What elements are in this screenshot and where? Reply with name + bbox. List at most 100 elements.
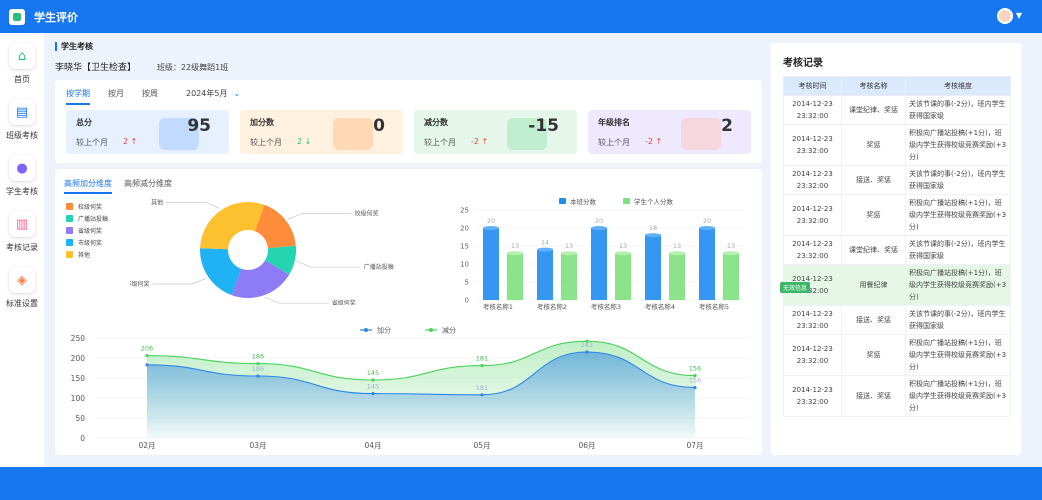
pie-slice[interactable]	[200, 202, 265, 250]
bar-chart: 0 5 10 15 20 25 本班分数 学生个人分数 20 13 考核名称1 14 13 考核名称2 20…	[460, 197, 745, 311]
sidebar-item-label: 考核记录	[6, 243, 38, 252]
pie-slice[interactable]	[254, 204, 296, 249]
bar[interactable]	[507, 251, 523, 300]
app-logo-icon	[9, 8, 25, 25]
sidebar-item-4[interactable]: ◈ 标准设置	[0, 267, 44, 309]
record-time: 2014-12-23 23:32:00	[783, 375, 842, 417]
chevron-down-icon[interactable]: ▼	[1015, 11, 1022, 20]
card-sub: 较上个月	[76, 138, 108, 147]
card-illustration-icon	[507, 118, 547, 150]
bar[interactable]	[699, 226, 715, 300]
record-dimension: 积极向广播站投稿(+1分)，班级内学生获得校级竞赛奖励(+3分)	[905, 194, 1011, 236]
data-point[interactable]	[371, 378, 375, 382]
area-chart: 0 50 100 150 200 250 206 186 145 181 156 186 145 181 2…	[71, 326, 750, 450]
data-point[interactable]	[480, 393, 484, 397]
card-label: 减分数	[424, 118, 448, 127]
sidebar-item-0[interactable]: ⌂ 首页	[0, 43, 44, 85]
table-row[interactable]: 2014-12-23 23:32:00 奖惩 积极向广播站投稿(+1分)，班级内学生…	[783, 124, 1011, 166]
stat-card: 总分 95 较上个月 2 ↑	[66, 110, 229, 154]
bar[interactable]	[483, 226, 499, 300]
table-row[interactable]: 2014-12-23 23:32:00 用餐纪律 积极向广播站投稿(+1分)，班级内…	[783, 264, 1011, 306]
record-time: 2014-12-23 23:32:00	[783, 124, 842, 166]
legend-marker	[364, 328, 368, 332]
bar[interactable]	[615, 251, 631, 300]
record-time: 2014-12-23 23:32:00	[783, 194, 842, 236]
pie-callout-line	[287, 213, 352, 220]
data-point[interactable]	[585, 339, 589, 343]
month-select[interactable]: 2024年5月 ⌄	[186, 88, 240, 99]
record-dimension: 积极向广播站投稿(+1分)，班级内学生获得校级竞赛奖励(+3分)	[905, 264, 1011, 306]
data-point[interactable]	[256, 362, 260, 366]
data-point[interactable]	[693, 386, 697, 390]
pie-callout-line	[296, 260, 361, 268]
data-point[interactable]	[693, 374, 697, 378]
legend-entry: 市级何奖	[66, 236, 108, 248]
records-title: 考核记录	[783, 58, 823, 69]
table-row[interactable]: 2014-12-23 23:32:00 课堂纪律、奖惩 关该节课的事(-2分)，班内…	[783, 235, 1011, 265]
pie-slice[interactable]	[231, 260, 290, 298]
subtab-1[interactable]: 高频减分维度	[124, 179, 172, 188]
data-point[interactable]	[145, 363, 149, 367]
bar[interactable]	[561, 251, 577, 300]
x-tick-label: 考核名称4	[645, 302, 675, 311]
pie-slice[interactable]	[200, 248, 242, 296]
record-dimension: 关该节课的事(-2分)，班内学生获得国家级	[905, 95, 1011, 125]
bar[interactable]	[723, 251, 739, 300]
table-row[interactable]: 2014-12-23 23:32:00 奖惩 积极向广播站投稿(+1分)，班级内学生…	[783, 334, 1011, 376]
tab-0[interactable]: 按学期	[66, 88, 90, 105]
sidebar-item-label: 学生考核	[6, 187, 38, 196]
data-point[interactable]	[256, 374, 260, 378]
tab-2[interactable]: 按周	[142, 89, 158, 98]
card-value: -15	[528, 116, 559, 136]
y-tick-label: 0	[465, 297, 469, 305]
table-row[interactable]: 2014-12-23 23:32:00 接送、奖惩 关该节课的事(-2分)，班内学生…	[783, 165, 1011, 195]
pie-slice[interactable]	[265, 245, 296, 275]
stat-card: 年级排名 2 较上个月 -2 ↑	[588, 110, 751, 154]
record-time: 2014-12-23 23:32:00	[783, 305, 842, 335]
table-row[interactable]: 2014-12-23 23:32:00 奖惩 积极向广播站投稿(+1分)，班级内学生…	[783, 194, 1011, 236]
bar-value-label: 20	[487, 217, 495, 225]
legend-swatch	[66, 250, 73, 258]
sidebar-item-label: 班级考核	[6, 131, 38, 140]
legend-label: 加分	[377, 326, 391, 335]
student-info: 李晓华【卫生检查】 班级：22级舞蹈1班	[55, 60, 228, 73]
tab-1[interactable]: 按月	[108, 89, 124, 98]
record-dimension: 关该节课的事(-2分)，班内学生获得国家级	[905, 305, 1011, 335]
sidebar-item-3[interactable]: ▥ 考核记录	[0, 211, 44, 253]
bar[interactable]	[591, 226, 607, 300]
y-tick-label: 200	[71, 354, 86, 363]
data-point[interactable]	[371, 392, 375, 396]
bar[interactable]	[645, 233, 661, 300]
record-time: 2014-12-23 23:32:00	[783, 334, 842, 376]
data-point[interactable]	[145, 354, 149, 358]
card-value: 0	[373, 116, 385, 136]
x-tick-label: 05月	[473, 441, 490, 450]
arrow-up-icon: ↑	[128, 137, 138, 146]
bar[interactable]	[669, 251, 685, 300]
y-tick-label: 0	[80, 434, 85, 443]
table-row[interactable]: 2014-12-23 23:32:00 接送、奖惩 积极向广播站投稿(+1分)，班级…	[783, 375, 1011, 417]
sidebar-item-label: 标准设置	[6, 299, 38, 308]
sidebar-item-label: 首页	[14, 75, 30, 84]
bar-value-label: 13	[673, 242, 681, 250]
bar-value-label: 13	[619, 242, 627, 250]
bar[interactable]	[537, 247, 553, 300]
subtab-0[interactable]: 高频加分维度	[64, 178, 112, 194]
bar-value-label: 14	[541, 239, 549, 247]
table-row[interactable]: 2014-12-23 23:32:00 接送、奖惩 关该节课的事(-2分)，班内学生…	[783, 305, 1011, 335]
x-tick-label: 考核名称2	[537, 302, 567, 311]
y-tick-label: 15	[460, 243, 469, 251]
column-header: 考核名称	[841, 76, 906, 96]
sidebar-item-1[interactable]: ▤ 班级考核	[0, 99, 44, 141]
data-point[interactable]	[480, 364, 484, 368]
data-point[interactable]	[585, 350, 589, 354]
avatar[interactable]	[997, 8, 1013, 24]
sidebar: ⌂ 首页 ▤ 班级考核 ● 学生考核 ▥ 考核记录 ◈ 标准设置	[0, 33, 44, 467]
card-delta-value: 2	[123, 137, 129, 146]
sidebar-item-2[interactable]: ● 学生考核	[0, 155, 44, 197]
y-tick-label: 100	[71, 394, 86, 403]
invalid-ribbon: 无效信息	[780, 282, 811, 293]
pie-callout-line	[152, 277, 207, 285]
table-row[interactable]: 2014-12-23 23:32:00 课堂纪律、奖惩 关该节课的事(-2分)，班内…	[783, 95, 1011, 125]
legend-label: 学生个人分数	[634, 197, 674, 206]
